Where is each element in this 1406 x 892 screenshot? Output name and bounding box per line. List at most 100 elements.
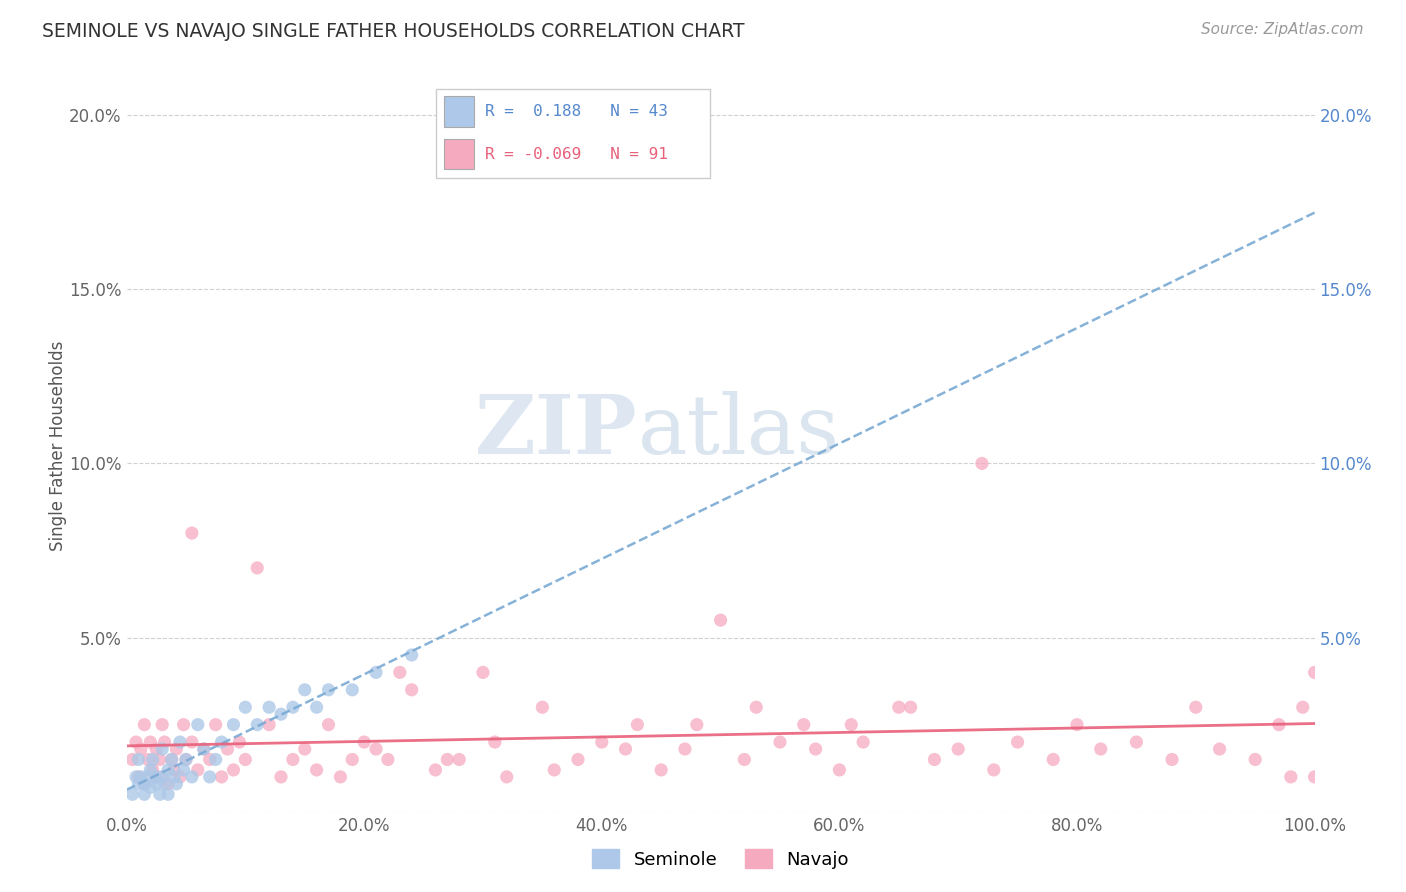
Point [484, 735, 506, 749]
Point [127, 752, 149, 766]
Legend: Seminole, Navajo: Seminole, Navajo [585, 842, 856, 876]
Point [1303, 770, 1326, 784]
Point [134, 777, 156, 791]
Point [614, 742, 637, 756]
Point [139, 780, 162, 795]
Point [1244, 752, 1267, 766]
Point [329, 770, 352, 784]
Point [180, 526, 202, 541]
Point [193, 742, 215, 756]
Point [294, 682, 316, 697]
Point [136, 752, 159, 766]
Point [257, 717, 280, 731]
Point [129, 742, 152, 756]
Point [145, 777, 167, 791]
Point [591, 735, 613, 749]
Point [1208, 742, 1230, 756]
Point [900, 700, 922, 714]
Point [174, 752, 197, 766]
Y-axis label: Single Father Households: Single Father Households [49, 341, 67, 551]
Point [211, 735, 233, 749]
Point [449, 752, 471, 766]
Point [125, 770, 148, 784]
Point [134, 717, 156, 731]
Point [149, 752, 172, 766]
Point [377, 752, 399, 766]
Point [793, 717, 815, 731]
Point [204, 752, 226, 766]
Point [388, 665, 411, 680]
Point [673, 742, 696, 756]
Point [217, 742, 239, 756]
Point [173, 717, 195, 731]
Point [401, 682, 423, 697]
Point [187, 763, 209, 777]
Point [145, 770, 167, 784]
Point [1303, 665, 1326, 680]
Point [281, 700, 304, 714]
Point [165, 742, 187, 756]
Text: atlas: atlas [637, 392, 839, 471]
Point [193, 742, 215, 756]
Point [160, 752, 183, 766]
Point [127, 777, 149, 791]
Point [710, 613, 733, 627]
Point [121, 787, 143, 801]
Point [1279, 770, 1302, 784]
Point [233, 752, 257, 766]
Point [129, 770, 152, 784]
Point [180, 735, 202, 749]
Point [1042, 752, 1064, 766]
Point [983, 763, 1005, 777]
Point [125, 735, 148, 749]
Point [1268, 717, 1291, 731]
Point [180, 770, 202, 784]
Point [686, 717, 709, 731]
Text: Source: ZipAtlas.com: Source: ZipAtlas.com [1201, 22, 1364, 37]
Point [745, 700, 768, 714]
Point [139, 763, 162, 777]
Point [174, 752, 197, 766]
Point [160, 752, 183, 766]
Point [567, 752, 589, 766]
Point [970, 457, 993, 471]
Point [1090, 742, 1112, 756]
Point [127, 770, 149, 784]
Text: ZIP: ZIP [475, 392, 637, 471]
Point [173, 763, 195, 777]
Point [157, 777, 180, 791]
Point [364, 742, 387, 756]
Point [495, 770, 517, 784]
Point [318, 682, 340, 697]
Point [150, 717, 173, 731]
Point [134, 777, 156, 791]
Point [222, 763, 245, 777]
Point [165, 777, 187, 791]
Point [1161, 752, 1184, 766]
FancyBboxPatch shape [444, 96, 474, 127]
Point [425, 763, 447, 777]
Point [1292, 700, 1315, 714]
Point [543, 763, 565, 777]
Point [246, 717, 269, 731]
FancyBboxPatch shape [444, 139, 474, 169]
Point [157, 763, 180, 777]
Point [198, 770, 221, 784]
Point [342, 752, 364, 766]
Point [1066, 717, 1088, 731]
Point [1185, 700, 1208, 714]
Point [153, 735, 176, 749]
Point [134, 787, 156, 801]
Point [142, 752, 165, 766]
Point [924, 752, 946, 766]
Point [233, 700, 257, 714]
Point [150, 770, 173, 784]
Point [342, 682, 364, 697]
Point [270, 707, 292, 722]
Point [222, 717, 245, 731]
Point [145, 770, 167, 784]
Point [626, 717, 648, 731]
Point [353, 735, 375, 749]
Point [733, 752, 755, 766]
Point [211, 770, 233, 784]
